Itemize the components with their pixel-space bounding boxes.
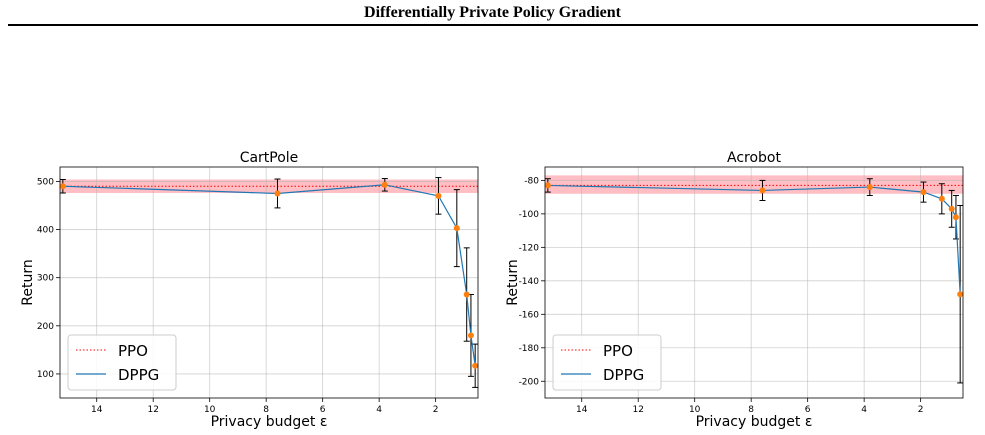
chart-acrobot: Acrobot 14 12 10 8 6 4 2 -80 -100 -120 -140 -160 -180… — [485, 140, 965, 435]
y-tick-label: 500 — [37, 177, 54, 187]
x-tick-label: 4 — [861, 405, 867, 415]
x-tick-label: 2 — [433, 405, 439, 415]
cartpole-plot: CartPole 14 12 10 8 6 4 2 100 200 300 400 500 Privacy… — [20, 150, 479, 430]
legend-box — [552, 334, 662, 391]
page-header: Differentially Private Policy Gradient — [0, 0, 985, 28]
y-tick-label: -80 — [524, 176, 539, 186]
y-tick-label: -120 — [519, 243, 540, 253]
x-tick-label: 12 — [632, 405, 643, 415]
data-point — [453, 225, 460, 232]
x-axis-label: Privacy budget ε — [211, 414, 328, 430]
y-axis-label: Return — [20, 259, 36, 305]
y-tick-label: -140 — [519, 277, 540, 287]
page-title: Differentially Private Policy Gradient — [364, 4, 621, 21]
x-tick-label: 2 — [918, 405, 924, 415]
x-tick-label: 6 — [320, 405, 326, 415]
legend: PPO DPPG — [552, 334, 662, 391]
x-tick-label: 10 — [689, 405, 701, 415]
legend-dppg-label: DPPG — [603, 366, 644, 384]
chart-title: CartPole — [240, 150, 299, 166]
data-point — [472, 362, 479, 369]
legend: PPO DPPG — [67, 334, 177, 391]
y-axis-label: Return — [505, 259, 521, 305]
legend-dppg-label: DPPG — [118, 366, 159, 384]
chart-cartpole: CartPole 14 12 10 8 6 4 2 100 200 300 400 500 Privacy… — [0, 140, 480, 435]
x-tick-label: 14 — [576, 405, 588, 415]
x-tick-label: 10 — [204, 405, 216, 415]
data-point — [948, 205, 955, 212]
legend-ppo-label: PPO — [118, 342, 148, 360]
x-tick-label: 14 — [91, 405, 103, 415]
data-point — [381, 181, 388, 188]
chart-title: Acrobot — [727, 150, 781, 166]
data-point — [938, 195, 945, 202]
legend-box — [67, 334, 177, 391]
y-tick-label: 200 — [37, 322, 54, 332]
y-tick-label: -100 — [519, 210, 540, 220]
data-point — [274, 190, 281, 197]
y-tick-label: -180 — [519, 344, 540, 354]
x-tick-label: 6 — [805, 405, 811, 415]
y-tick-label: -160 — [519, 310, 540, 320]
legend-ppo-label: PPO — [603, 342, 633, 360]
data-point — [866, 184, 873, 191]
y-tick-label: 400 — [37, 226, 54, 236]
data-point — [463, 291, 470, 298]
data-point — [759, 187, 766, 194]
data-point — [435, 192, 442, 199]
acrobot-plot: Acrobot 14 12 10 8 6 4 2 -80 -100 -120 -140 -160 -180… — [505, 150, 964, 430]
x-tick-label: 8 — [748, 405, 754, 415]
dppg-line — [547, 184, 961, 295]
data-point — [957, 291, 964, 298]
x-tick-label: 8 — [263, 405, 269, 415]
header-rule — [8, 24, 978, 26]
x-tick-label: 4 — [376, 405, 382, 415]
x-axis-label: Privacy budget ε — [696, 414, 813, 430]
ppo-band — [545, 175, 963, 194]
data-point — [467, 332, 474, 339]
y-tick-label: -200 — [519, 377, 540, 387]
data-point — [544, 182, 551, 189]
x-tick-label: 12 — [147, 405, 158, 415]
data-point — [920, 189, 927, 196]
plot-frame — [544, 166, 964, 399]
plot-frame — [59, 166, 479, 399]
data-point — [59, 183, 66, 190]
data-point — [952, 214, 959, 221]
y-tick-label: 100 — [37, 370, 54, 380]
y-tick-label: 300 — [37, 274, 54, 284]
dppg-line — [62, 184, 476, 366]
